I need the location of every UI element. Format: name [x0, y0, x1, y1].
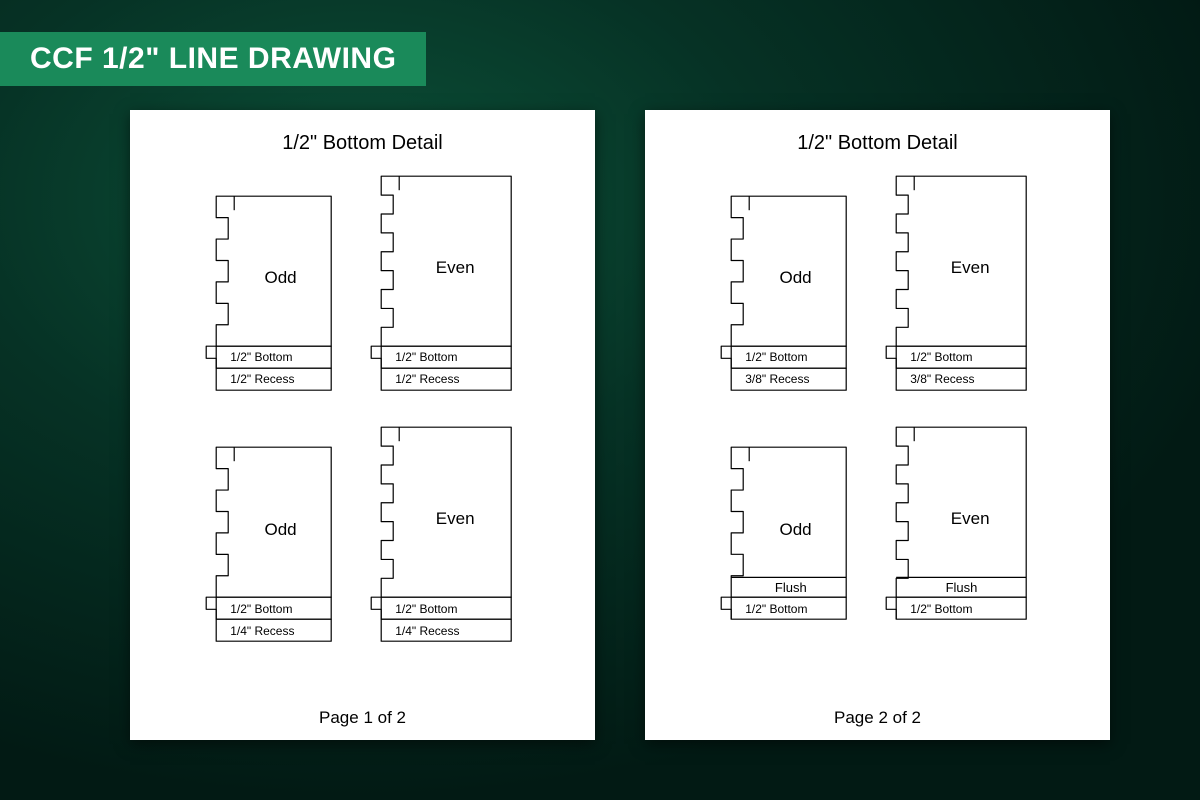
- piece-row: Odd 1/2" Bottom 1/4" Recess Even 1/2" Bottom…: [160, 426, 565, 642]
- piece-row: Odd 1/2" Bottom 3/8" Recess Even 1/2" Bottom…: [675, 175, 1080, 391]
- piece-odd: Odd 1/2" Bottom 1/4" Recess: [205, 446, 340, 642]
- strip-label: 1/4" Recess: [230, 624, 294, 638]
- strip-label: 1/2" Bottom: [910, 602, 972, 616]
- sheets-container: 1/2" Bottom Detail Odd 1/2" Bottom 1/2" Rec…: [130, 110, 1110, 740]
- strip-label: 1/4" Recess: [395, 624, 459, 638]
- piece-row: Odd Flush 1/2" Bottom Even Flush 1/2" Bottom: [675, 426, 1080, 620]
- strip-label: 1/2" Recess: [395, 372, 459, 386]
- piece-row: Odd 1/2" Bottom 1/2" Recess Even 1/2" Bottom…: [160, 175, 565, 391]
- piece-main-label: Odd: [780, 520, 812, 540]
- strip-label: Flush: [946, 580, 978, 595]
- strip-label: 1/2" Bottom: [395, 350, 457, 364]
- piece-even: Even 1/2" Bottom 1/4" Recess: [370, 426, 520, 642]
- piece-odd: Odd Flush 1/2" Bottom: [720, 446, 855, 620]
- strip-label: 1/2" Bottom: [745, 602, 807, 616]
- piece-odd: Odd 1/2" Bottom 1/2" Recess: [205, 195, 340, 391]
- piece-even: Even Flush 1/2" Bottom: [885, 426, 1035, 620]
- strip-label: 1/2" Bottom: [910, 350, 972, 364]
- strip-label: Flush: [775, 580, 807, 595]
- piece-main-label: Odd: [265, 268, 297, 288]
- piece-main-label: Even: [436, 258, 475, 278]
- sheet-title: 1/2" Bottom Detail: [675, 132, 1080, 155]
- strip-label: 1/2" Recess: [230, 372, 294, 386]
- sheet-footer: Page 1 of 2: [130, 708, 595, 728]
- strip-label: 1/2" Bottom: [230, 602, 292, 616]
- sheet-title: 1/2" Bottom Detail: [160, 132, 565, 155]
- strip-label: 3/8" Recess: [745, 372, 809, 386]
- strip-label: 1/2" Bottom: [230, 350, 292, 364]
- piece-main-label: Even: [951, 509, 990, 529]
- strip-label: 3/8" Recess: [910, 372, 974, 386]
- header-title: CCF 1/2" LINE DRAWING: [0, 32, 426, 86]
- strip-label: 1/2" Bottom: [395, 602, 457, 616]
- piece-main-label: Odd: [265, 520, 297, 540]
- drawing-sheet: 1/2" Bottom Detail Odd 1/2" Bottom 3/8" Rec…: [645, 110, 1110, 740]
- piece-even: Even 1/2" Bottom 3/8" Recess: [885, 175, 1035, 391]
- piece-main-label: Even: [951, 258, 990, 278]
- drawing-sheet: 1/2" Bottom Detail Odd 1/2" Bottom 1/2" Rec…: [130, 110, 595, 740]
- strip-label: 1/2" Bottom: [745, 350, 807, 364]
- piece-even: Even 1/2" Bottom 1/2" Recess: [370, 175, 520, 391]
- piece-odd: Odd 1/2" Bottom 3/8" Recess: [720, 195, 855, 391]
- sheet-footer: Page 2 of 2: [645, 708, 1110, 728]
- piece-main-label: Odd: [780, 268, 812, 288]
- piece-main-label: Even: [436, 509, 475, 529]
